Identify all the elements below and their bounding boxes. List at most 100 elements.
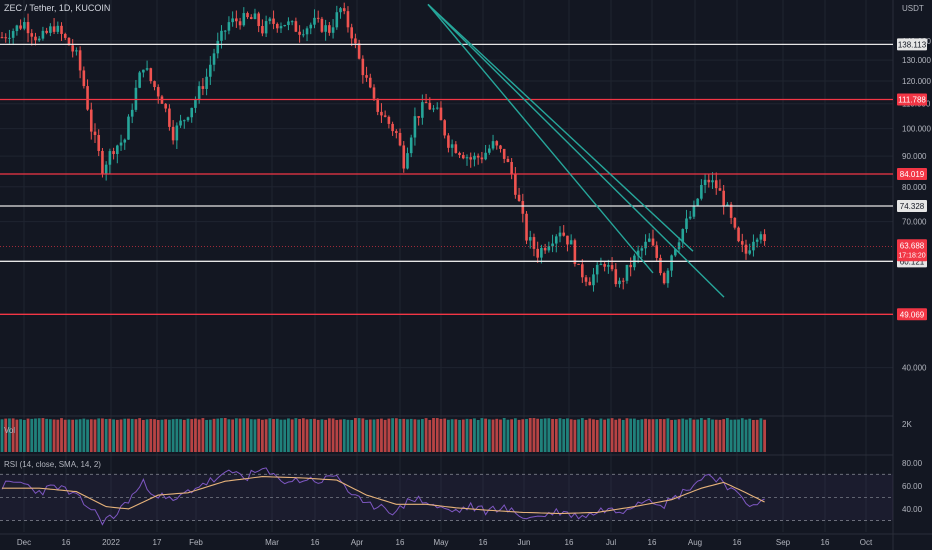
candle-body [138, 72, 141, 88]
candle-body [391, 123, 394, 132]
volume-bar [458, 419, 461, 452]
volume-bar [714, 419, 718, 452]
candle-body [19, 25, 22, 29]
volume-bar [636, 419, 640, 452]
candle-body [696, 198, 699, 206]
candle-body [26, 22, 30, 34]
level-price-label: 84.019 [900, 170, 925, 179]
candle-body [395, 131, 398, 133]
volume-bar [536, 418, 540, 452]
volume-bar [532, 418, 536, 452]
volume-bar [673, 419, 677, 452]
volume-bar [573, 419, 577, 452]
volume-bar [164, 419, 168, 452]
candle-body [618, 280, 621, 285]
volume-bar [685, 419, 688, 452]
volume-bar [268, 418, 272, 452]
volume-bar [294, 418, 298, 452]
volume-bar [763, 419, 766, 452]
candle-body [413, 116, 417, 138]
candle-body [313, 17, 316, 25]
candle-body [510, 162, 513, 175]
x-tick-label: 16 [311, 538, 320, 547]
candle-body [67, 37, 71, 46]
volume-bar [614, 419, 618, 452]
rsi-ma-line [2, 476, 765, 515]
candle-body [480, 157, 484, 160]
rsi-axis-tick: 80.00 [902, 459, 923, 468]
volume-bar [543, 418, 547, 452]
volume-bar [335, 419, 339, 452]
candle-body [354, 38, 357, 44]
candle-body [495, 141, 499, 146]
candle-body [264, 21, 268, 34]
candle-body [205, 76, 208, 89]
volume-bar [428, 419, 432, 452]
candle-body [569, 240, 573, 245]
volume-bar [447, 419, 450, 452]
volume-bar [580, 418, 584, 452]
volume-bar [740, 418, 744, 452]
volume-bar [101, 418, 104, 452]
candle-body [63, 33, 67, 38]
candle-body [272, 18, 275, 24]
candle-body [209, 64, 212, 77]
volume-bar [238, 418, 242, 452]
candle-body [450, 144, 454, 148]
candle-body [380, 111, 383, 116]
level-price-label: 49.069 [900, 310, 925, 319]
volume-bar [60, 418, 63, 452]
volume-bar [517, 419, 521, 452]
candle-body [424, 102, 428, 104]
volume-bar [197, 419, 201, 452]
level-price-tag [897, 199, 927, 212]
volume-bar [610, 418, 614, 452]
candle-body [201, 86, 205, 89]
volume-bar [212, 418, 216, 452]
volume-bar [621, 419, 625, 452]
candle-body [142, 69, 145, 73]
volume-bar [339, 419, 342, 452]
volume-bar [275, 418, 279, 452]
volume-bar [89, 419, 93, 452]
volume-bar [372, 419, 376, 452]
candle-body [127, 116, 130, 140]
volume-bar [376, 419, 380, 452]
volume-bar [249, 419, 253, 452]
candle-body [595, 264, 599, 275]
candle-body [521, 201, 525, 214]
y-tick-label: 40.000 [902, 364, 927, 373]
volume-bar [127, 418, 130, 452]
volume-bar [93, 419, 97, 452]
volume-bar [316, 419, 320, 452]
x-tick-label: 16 [733, 538, 742, 547]
candle-body [469, 157, 473, 160]
candle-body [499, 145, 502, 149]
candle-body [335, 12, 339, 28]
candle-body [465, 157, 469, 159]
volume-bar [417, 419, 421, 452]
volume-bar [30, 418, 34, 452]
candle-body [666, 270, 670, 284]
volume-bar [327, 418, 331, 452]
candle-body [677, 242, 681, 250]
volume-bar [48, 419, 52, 452]
volume-bar [659, 419, 662, 452]
volume-bar [569, 419, 573, 452]
volume-bar [190, 419, 194, 452]
volume-bar [357, 418, 361, 452]
volume-bar [450, 419, 454, 452]
volume-bar [692, 419, 696, 452]
candle-body [461, 155, 465, 159]
volume-bar [223, 418, 227, 452]
candle-body [435, 107, 439, 109]
x-tick-label: 16 [62, 538, 71, 547]
volume-bar [703, 419, 707, 452]
candle-body [112, 151, 115, 155]
candle-body [34, 36, 37, 41]
volume-bar [67, 419, 71, 452]
volume-bar [461, 419, 465, 452]
candle-body [168, 108, 171, 127]
volume-bar [755, 419, 759, 452]
